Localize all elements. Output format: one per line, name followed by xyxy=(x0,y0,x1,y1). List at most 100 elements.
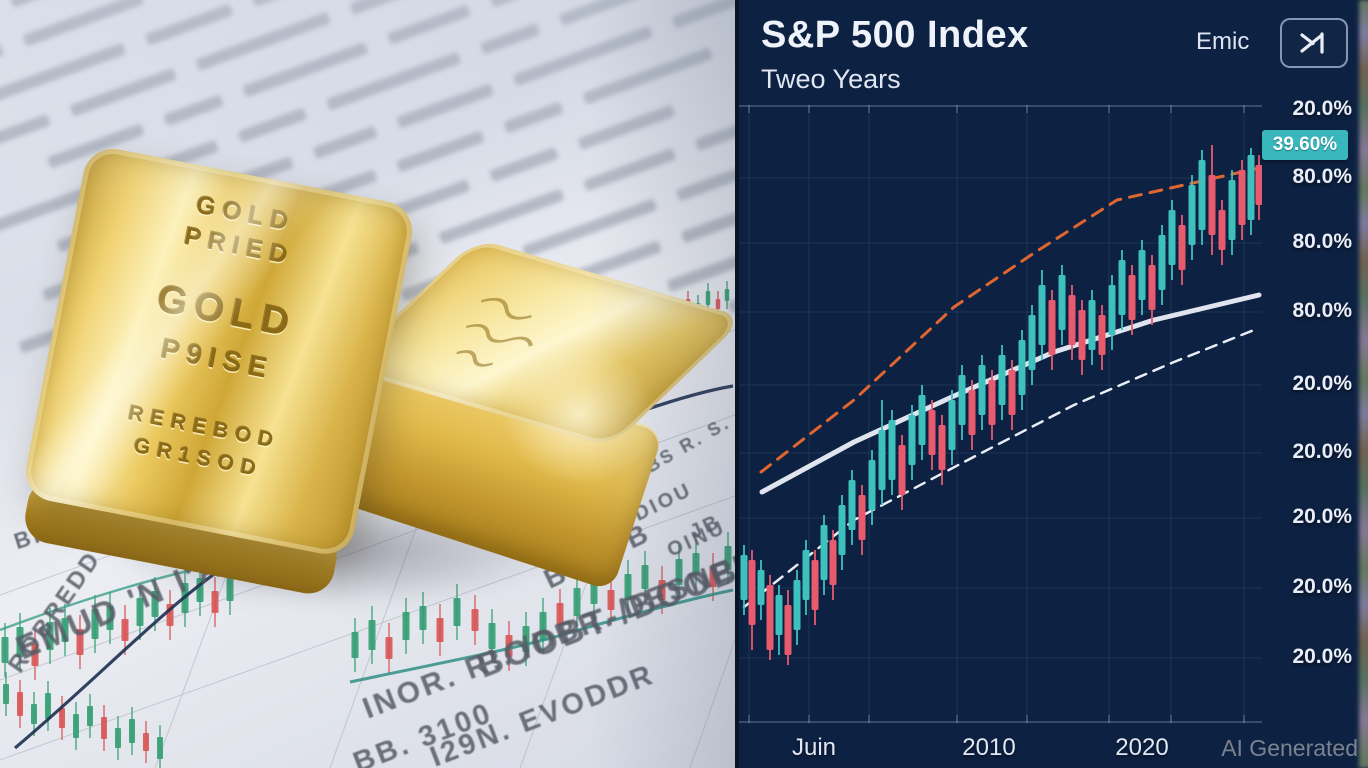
photo-vignette xyxy=(0,0,735,768)
candles xyxy=(740,145,1262,665)
candle-body xyxy=(878,430,886,490)
printed-candle-body xyxy=(151,591,159,617)
printed-candle-body xyxy=(641,565,649,589)
candle-body xyxy=(838,505,846,555)
printed-candle-body xyxy=(136,598,144,626)
candle-body xyxy=(978,365,986,415)
upper-band-dashed-orange xyxy=(759,166,1261,474)
candle-body xyxy=(1028,315,1036,370)
candle-body xyxy=(1018,340,1026,395)
expand-button[interactable] xyxy=(1280,18,1348,68)
printed-candle-body xyxy=(211,591,219,613)
candle-body xyxy=(1118,260,1126,315)
printed-candle-body xyxy=(505,635,513,657)
skip-end-icon xyxy=(1300,32,1324,54)
chart-borders xyxy=(739,105,1262,723)
candle-body xyxy=(868,460,876,510)
candle-body xyxy=(1218,210,1226,250)
printed-candle-body xyxy=(624,574,632,600)
lower-band-dashed-white xyxy=(742,326,1261,609)
printed-candle-body xyxy=(675,559,683,585)
printed-candle-body xyxy=(368,620,376,650)
candle-body xyxy=(775,595,783,635)
candle-body xyxy=(1208,175,1216,235)
printed-candle-body xyxy=(45,693,51,719)
printed-candle-body xyxy=(46,622,54,650)
printed-candle-body xyxy=(17,692,23,716)
candle-body xyxy=(898,445,906,495)
y-axis-tick-label: 20.0% xyxy=(1292,645,1352,668)
printed-candle-body xyxy=(436,618,444,642)
candle-body xyxy=(948,400,956,450)
candle-body xyxy=(1068,295,1076,345)
printed-candle-body xyxy=(607,590,615,610)
x-axis-tick-label: Juin xyxy=(791,734,837,761)
candle-body xyxy=(1228,180,1236,240)
printed-candle-body xyxy=(31,704,37,724)
printed-candle-body xyxy=(3,684,9,704)
sp500-chart-panel: S&P 500 Index Tweo Years Emic 20.0% 39.60… xyxy=(735,0,1368,768)
printed-candle-body xyxy=(76,629,84,655)
candle-body xyxy=(1078,310,1086,360)
candle-body xyxy=(928,410,936,455)
candle-body xyxy=(829,540,837,585)
ai-generated-watermark: AI Generated xyxy=(1221,735,1358,761)
printed-candle-body xyxy=(709,567,717,587)
y-axis-tick-label: 20.0% xyxy=(1292,97,1352,120)
gold-bars-photo: BIIEMUD 'N I'ADANBB, DBBOOBT-/BOOBI. PIN… xyxy=(0,0,735,768)
y-axis-tick-label: 20.0% xyxy=(1292,440,1352,463)
candle-body xyxy=(1008,370,1016,415)
printed-candle-body xyxy=(143,733,149,751)
printed-candle-body xyxy=(539,612,547,640)
printed-candle-body xyxy=(226,575,234,601)
printed-candle-body xyxy=(724,546,732,570)
candle-body xyxy=(988,380,996,425)
printed-candle-body xyxy=(16,627,24,657)
candlestick-chart-canvas[interactable] xyxy=(739,105,1262,723)
printed-candle-body xyxy=(1,637,9,663)
printed-candle-body xyxy=(419,606,427,630)
printed-candle-body xyxy=(705,291,711,305)
candle-body xyxy=(1148,265,1156,310)
printed-candle-body xyxy=(692,553,700,575)
printed-candle-body xyxy=(129,719,135,743)
candle-body xyxy=(757,570,765,605)
candle-body xyxy=(820,525,828,580)
candle-body xyxy=(1038,285,1046,345)
y-axis-tick-label: 20.0% xyxy=(1292,372,1352,395)
printed-candle-body xyxy=(87,706,93,726)
candle-body xyxy=(858,495,866,540)
candle-body xyxy=(802,550,810,600)
candle-body xyxy=(1178,225,1186,270)
candle-body xyxy=(793,580,801,630)
y-axis-tick-label: 20.0% xyxy=(1292,575,1352,598)
candle-body xyxy=(1128,275,1136,320)
candle-body xyxy=(1048,300,1056,355)
candle-body xyxy=(766,585,774,650)
printed-candle-body xyxy=(59,708,65,728)
candle-body xyxy=(811,560,819,610)
y-axis-tick-label: 20.0% xyxy=(1292,505,1352,528)
printed-candle-body xyxy=(61,618,69,642)
printed-candle-body xyxy=(101,717,107,739)
printed-candle-body xyxy=(573,588,581,616)
candle-body xyxy=(748,560,756,625)
photo-edge-strip xyxy=(1359,0,1368,768)
printed-candle-body xyxy=(91,609,99,639)
y-axis-tick-label: 80.0% xyxy=(1292,165,1352,188)
printed-candle-body xyxy=(715,299,721,309)
printed-candle-body xyxy=(73,714,79,738)
gold-bar-flat xyxy=(292,231,735,602)
printed-candle-body xyxy=(724,289,730,301)
printed-candle-body xyxy=(402,612,410,640)
candle-body xyxy=(1138,250,1146,300)
candle-body xyxy=(1088,300,1096,350)
x-axis-tick-label: 2020 xyxy=(1115,734,1169,761)
candle-body xyxy=(1108,285,1116,335)
candle-body xyxy=(1158,235,1166,290)
candle-body xyxy=(1255,165,1262,205)
candle-body xyxy=(784,605,792,655)
candle-body xyxy=(1188,185,1196,245)
candle-body xyxy=(908,415,916,465)
